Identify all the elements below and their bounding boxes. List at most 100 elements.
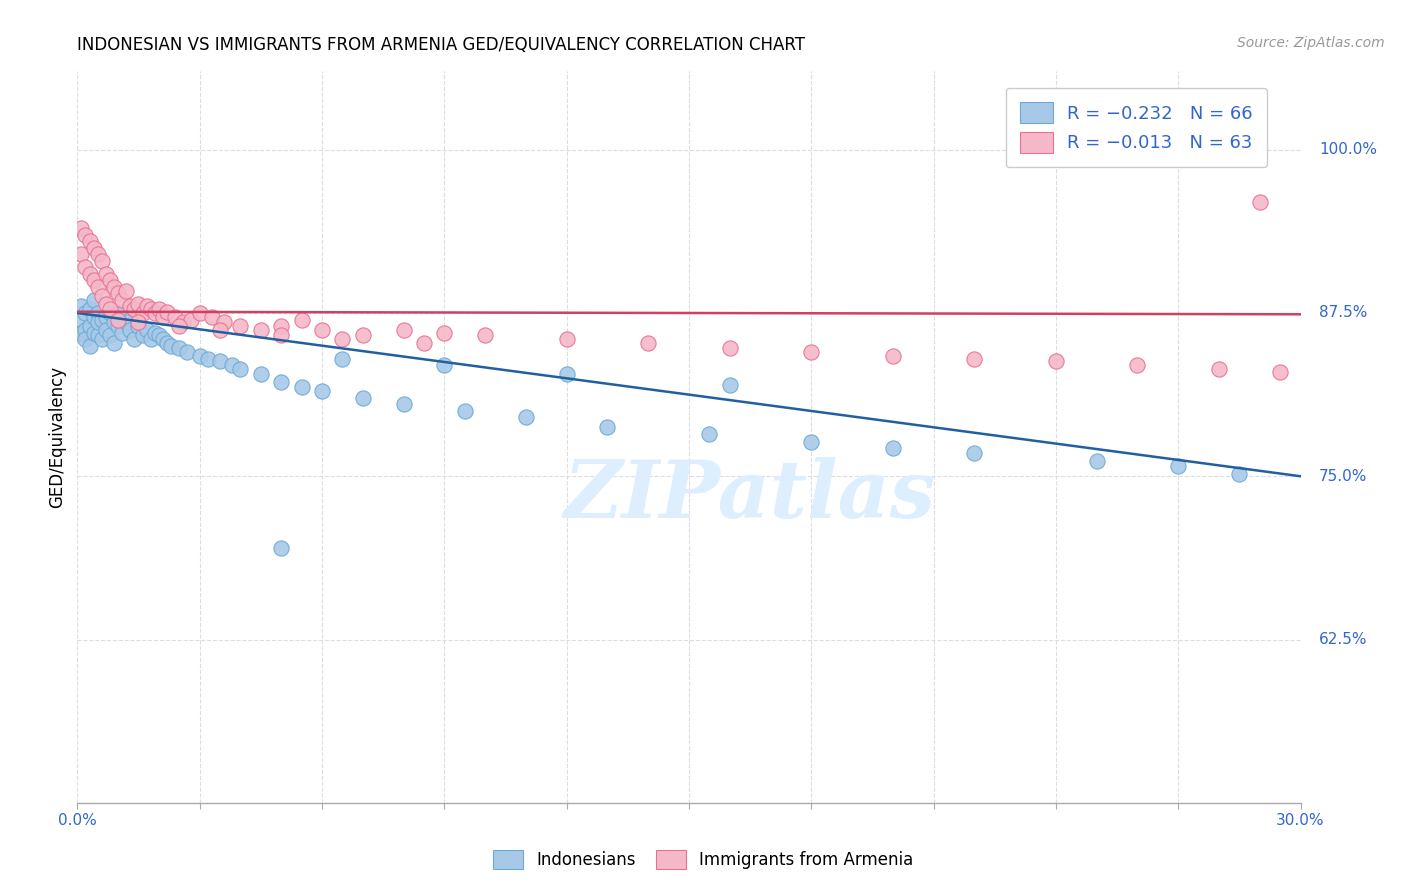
Point xyxy=(152,310,174,324)
Point xyxy=(79,234,101,248)
Point xyxy=(201,310,224,324)
Point xyxy=(270,376,292,390)
Point xyxy=(882,441,904,455)
Point xyxy=(290,380,312,394)
Point xyxy=(127,315,149,329)
Point xyxy=(1208,362,1230,376)
Point xyxy=(156,336,179,351)
Point xyxy=(800,435,823,450)
Point xyxy=(188,349,211,363)
Point xyxy=(453,404,475,418)
Text: INDONESIAN VS IMMIGRANTS FROM ARMENIA GED/EQUIVALENCY CORRELATION CHART: INDONESIAN VS IMMIGRANTS FROM ARMENIA GE… xyxy=(77,36,806,54)
Point xyxy=(433,326,456,340)
Point xyxy=(1249,194,1271,209)
Point xyxy=(169,319,191,334)
Point xyxy=(311,384,333,399)
Point xyxy=(392,397,415,411)
Text: 75.0%: 75.0% xyxy=(1319,469,1367,483)
Point xyxy=(160,339,183,353)
Text: 100.0%: 100.0% xyxy=(1319,142,1376,157)
Point xyxy=(103,280,125,294)
Point xyxy=(135,300,157,314)
Point xyxy=(176,345,198,359)
Point xyxy=(79,267,101,281)
Point xyxy=(83,273,105,287)
Text: 87.5%: 87.5% xyxy=(1319,305,1367,320)
Point xyxy=(120,300,142,314)
Point xyxy=(1167,458,1189,473)
Point xyxy=(103,315,125,329)
Point xyxy=(98,273,121,287)
Point xyxy=(90,332,112,346)
Point xyxy=(229,362,252,376)
Point xyxy=(433,358,456,372)
Point xyxy=(87,280,110,294)
Point xyxy=(250,368,273,382)
Point xyxy=(83,293,105,307)
Point xyxy=(212,315,235,329)
Point xyxy=(332,332,354,346)
Point xyxy=(270,319,292,334)
Point xyxy=(87,306,110,320)
Point xyxy=(124,332,146,346)
Point xyxy=(143,306,166,320)
Point xyxy=(290,312,312,326)
Point xyxy=(75,227,97,242)
Point xyxy=(111,293,134,307)
Point xyxy=(94,267,117,281)
Point xyxy=(90,289,112,303)
Point xyxy=(1126,358,1149,372)
Point xyxy=(131,328,153,343)
Point xyxy=(188,306,211,320)
Point xyxy=(169,341,191,355)
Point xyxy=(131,306,153,320)
Point xyxy=(143,326,166,340)
Point xyxy=(474,328,496,343)
Point xyxy=(139,332,162,346)
Point xyxy=(352,391,374,405)
Point xyxy=(165,310,187,324)
Point xyxy=(83,241,105,255)
Point xyxy=(156,304,179,318)
Point xyxy=(83,310,105,324)
Point xyxy=(270,541,292,555)
Point xyxy=(596,419,619,434)
Point xyxy=(75,323,97,337)
Point xyxy=(270,328,292,343)
Text: Source: ZipAtlas.com: Source: ZipAtlas.com xyxy=(1237,36,1385,50)
Point xyxy=(90,312,112,326)
Point xyxy=(75,332,97,346)
Point xyxy=(75,306,97,320)
Point xyxy=(87,247,110,261)
Point xyxy=(120,323,142,337)
Point xyxy=(124,301,146,317)
Point xyxy=(515,410,537,425)
Point xyxy=(172,315,194,329)
Point xyxy=(180,312,202,326)
Point xyxy=(87,328,110,343)
Point xyxy=(115,284,138,298)
Point xyxy=(718,377,741,392)
Point xyxy=(1085,453,1108,467)
Legend: R = −0.232   N = 66, R = −0.013   N = 63: R = −0.232 N = 66, R = −0.013 N = 63 xyxy=(1005,87,1267,168)
Point xyxy=(148,301,170,317)
Point xyxy=(98,328,121,343)
Point xyxy=(135,323,157,337)
Point xyxy=(148,328,170,343)
Point xyxy=(83,326,105,340)
Point xyxy=(250,323,273,337)
Point xyxy=(152,332,174,346)
Point xyxy=(637,336,659,351)
Point xyxy=(115,315,138,329)
Point xyxy=(111,326,134,340)
Point xyxy=(79,339,101,353)
Point xyxy=(107,312,129,326)
Point xyxy=(70,300,93,314)
Point xyxy=(555,368,578,382)
Point xyxy=(127,297,149,311)
Point xyxy=(107,319,129,334)
Point xyxy=(1045,354,1067,368)
Point xyxy=(1229,467,1251,481)
Point xyxy=(70,312,93,326)
Point xyxy=(98,301,121,317)
